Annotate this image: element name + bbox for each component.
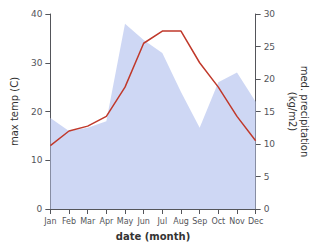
svg-text:20: 20 bbox=[264, 74, 276, 84]
svg-text:0: 0 bbox=[264, 204, 270, 214]
svg-text:Nov: Nov bbox=[229, 217, 245, 226]
svg-text:Mar: Mar bbox=[80, 217, 96, 226]
svg-text:May: May bbox=[117, 217, 134, 226]
svg-text:20: 20 bbox=[31, 107, 43, 117]
svg-text:25: 25 bbox=[264, 42, 275, 52]
svg-text:Jul: Jul bbox=[157, 217, 168, 226]
svg-text:30: 30 bbox=[31, 58, 43, 68]
svg-text:0: 0 bbox=[37, 204, 43, 214]
svg-text:Feb: Feb bbox=[62, 217, 76, 226]
svg-text:40: 40 bbox=[31, 9, 43, 19]
svg-text:Apr: Apr bbox=[99, 217, 114, 226]
svg-text:date (month): date (month) bbox=[116, 231, 190, 242]
svg-text:5: 5 bbox=[264, 172, 270, 182]
svg-text:(kg/m2): (kg/m2) bbox=[287, 92, 298, 132]
svg-text:Jan: Jan bbox=[43, 217, 56, 226]
svg-text:max temp (C): max temp (C) bbox=[9, 77, 20, 146]
svg-text:med. precipitation: med. precipitation bbox=[299, 66, 310, 158]
svg-text:Oct: Oct bbox=[211, 217, 225, 226]
svg-text:Jun: Jun bbox=[136, 217, 150, 226]
svg-text:Aug: Aug bbox=[173, 217, 189, 226]
svg-text:Sep: Sep bbox=[192, 217, 207, 226]
svg-text:30: 30 bbox=[264, 9, 276, 19]
svg-text:10: 10 bbox=[31, 155, 43, 165]
svg-text:15: 15 bbox=[264, 107, 275, 117]
svg-text:10: 10 bbox=[264, 139, 276, 149]
svg-text:Dec: Dec bbox=[248, 217, 263, 226]
